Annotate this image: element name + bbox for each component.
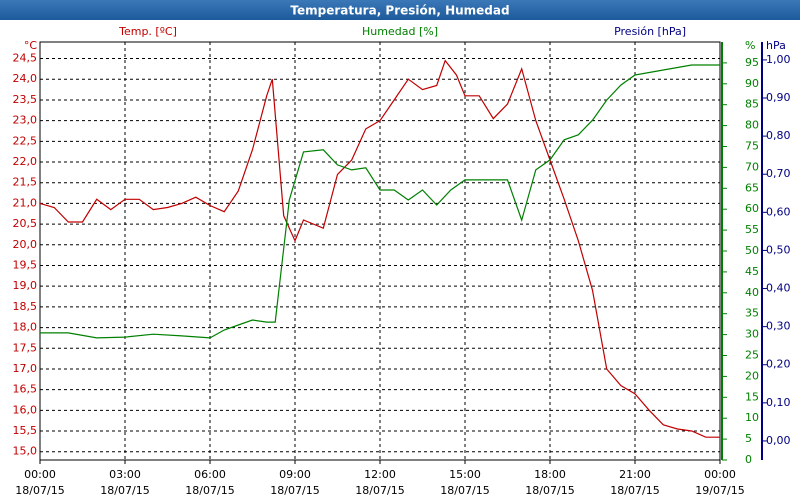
y2-tick-label: 15 [745, 390, 759, 403]
y-tick-label: 22,0 [13, 155, 38, 168]
y2-axis-unit: % [745, 39, 755, 52]
y-tick-label: 18,5 [13, 300, 38, 313]
chart-title: Temperatura, Presión, Humedad [290, 4, 509, 18]
x-tick-label: 06:00 [194, 468, 226, 481]
y2-tick-label: 60 [745, 202, 759, 215]
y3-tick-label: 0,00 [766, 434, 791, 447]
y2-tick-label: 20 [745, 369, 759, 382]
y3-tick-label: 0,50 [766, 243, 791, 256]
series-line [39, 59, 720, 438]
x-tick-label: 03:00 [109, 468, 141, 481]
x-tick-label: 00:00 [24, 468, 56, 481]
y-tick-label: 23,0 [13, 114, 38, 127]
x-tick-sublabel: 19/07/15 [695, 484, 744, 497]
y2-tick-label: 30 [745, 328, 759, 341]
x-tick-label: 15:00 [449, 468, 481, 481]
axis-title: Presión [hPa] [614, 25, 686, 38]
y-tick-label: 19,5 [13, 258, 38, 271]
axis-title: Humedad [%] [362, 25, 438, 38]
x-tick-sublabel: 18/07/15 [15, 484, 64, 497]
y2-tick-label: 35 [745, 307, 759, 320]
y2-tick-label: 25 [745, 349, 759, 362]
y-tick-label: 15,0 [13, 445, 38, 458]
axis-title: Temp. [ºC] [118, 25, 177, 38]
y2-tick-label: 80 [745, 119, 759, 132]
y3-tick-label: 0,70 [766, 167, 791, 180]
y2-tick-label: 85 [745, 98, 759, 111]
x-tick-sublabel: 18/07/15 [185, 484, 234, 497]
x-tick-sublabel: 18/07/15 [440, 484, 489, 497]
y-axis-unit: °C [24, 39, 38, 52]
title-bar [0, 0, 800, 20]
y-tick-label: 24,5 [13, 52, 38, 65]
y2-tick-label: 65 [745, 181, 759, 194]
y3-tick-label: 0,30 [766, 320, 791, 333]
y-tick-label: 17,0 [13, 362, 38, 375]
y3-tick-label: 0,60 [766, 205, 791, 218]
x-tick-label: 12:00 [364, 468, 396, 481]
y2-tick-label: 10 [745, 411, 759, 424]
y2-tick-label: 55 [745, 223, 759, 236]
y-tick-label: 16,0 [13, 403, 38, 416]
y-tick-label: 19,0 [13, 279, 38, 292]
y2-tick-label: 50 [745, 244, 759, 257]
y2-tick-label: 90 [745, 77, 759, 90]
x-tick-label: 09:00 [279, 468, 311, 481]
x-tick-label: 18:00 [534, 468, 566, 481]
y-tick-label: 17,5 [13, 341, 38, 354]
y3-tick-label: 0,20 [766, 358, 791, 371]
x-tick-sublabel: 18/07/15 [610, 484, 659, 497]
y3-tick-label: 1,00 [766, 53, 791, 66]
y-tick-label: 21,0 [13, 196, 38, 209]
y-tick-label: 21,5 [13, 176, 38, 189]
y-tick-label: 16,5 [13, 383, 38, 396]
x-tick-sublabel: 18/07/15 [525, 484, 574, 497]
y2-tick-label: 0 [745, 453, 752, 466]
x-tick-label: 00:00 [704, 468, 736, 481]
x-tick-label: 21:00 [619, 468, 651, 481]
y-tick-label: 18,0 [13, 321, 38, 334]
y2-tick-label: 95 [745, 56, 759, 69]
y2-tick-label: 40 [745, 286, 759, 299]
y-tick-label: 20,0 [13, 238, 38, 251]
y3-tick-label: 0,40 [766, 282, 791, 295]
y-tick-label: 22,5 [13, 134, 38, 147]
x-tick-sublabel: 18/07/15 [100, 484, 149, 497]
y3-axis-unit: hPa [766, 39, 786, 52]
y-tick-label: 20,5 [13, 217, 38, 230]
y3-tick-label: 0,80 [766, 129, 791, 142]
y2-tick-label: 75 [745, 140, 759, 153]
y3-tick-label: 0,10 [766, 396, 791, 409]
series-line [40, 64, 720, 339]
y2-tick-label: 5 [745, 432, 752, 445]
y2-tick-label: 70 [745, 160, 759, 173]
x-tick-sublabel: 18/07/15 [355, 484, 404, 497]
y-tick-label: 24,0 [13, 72, 38, 85]
y2-tick-label: 45 [745, 265, 759, 278]
y-tick-label: 23,5 [13, 93, 38, 106]
x-tick-sublabel: 18/07/15 [270, 484, 319, 497]
y-tick-label: 15,5 [13, 424, 38, 437]
y3-tick-label: 0,90 [766, 91, 791, 104]
